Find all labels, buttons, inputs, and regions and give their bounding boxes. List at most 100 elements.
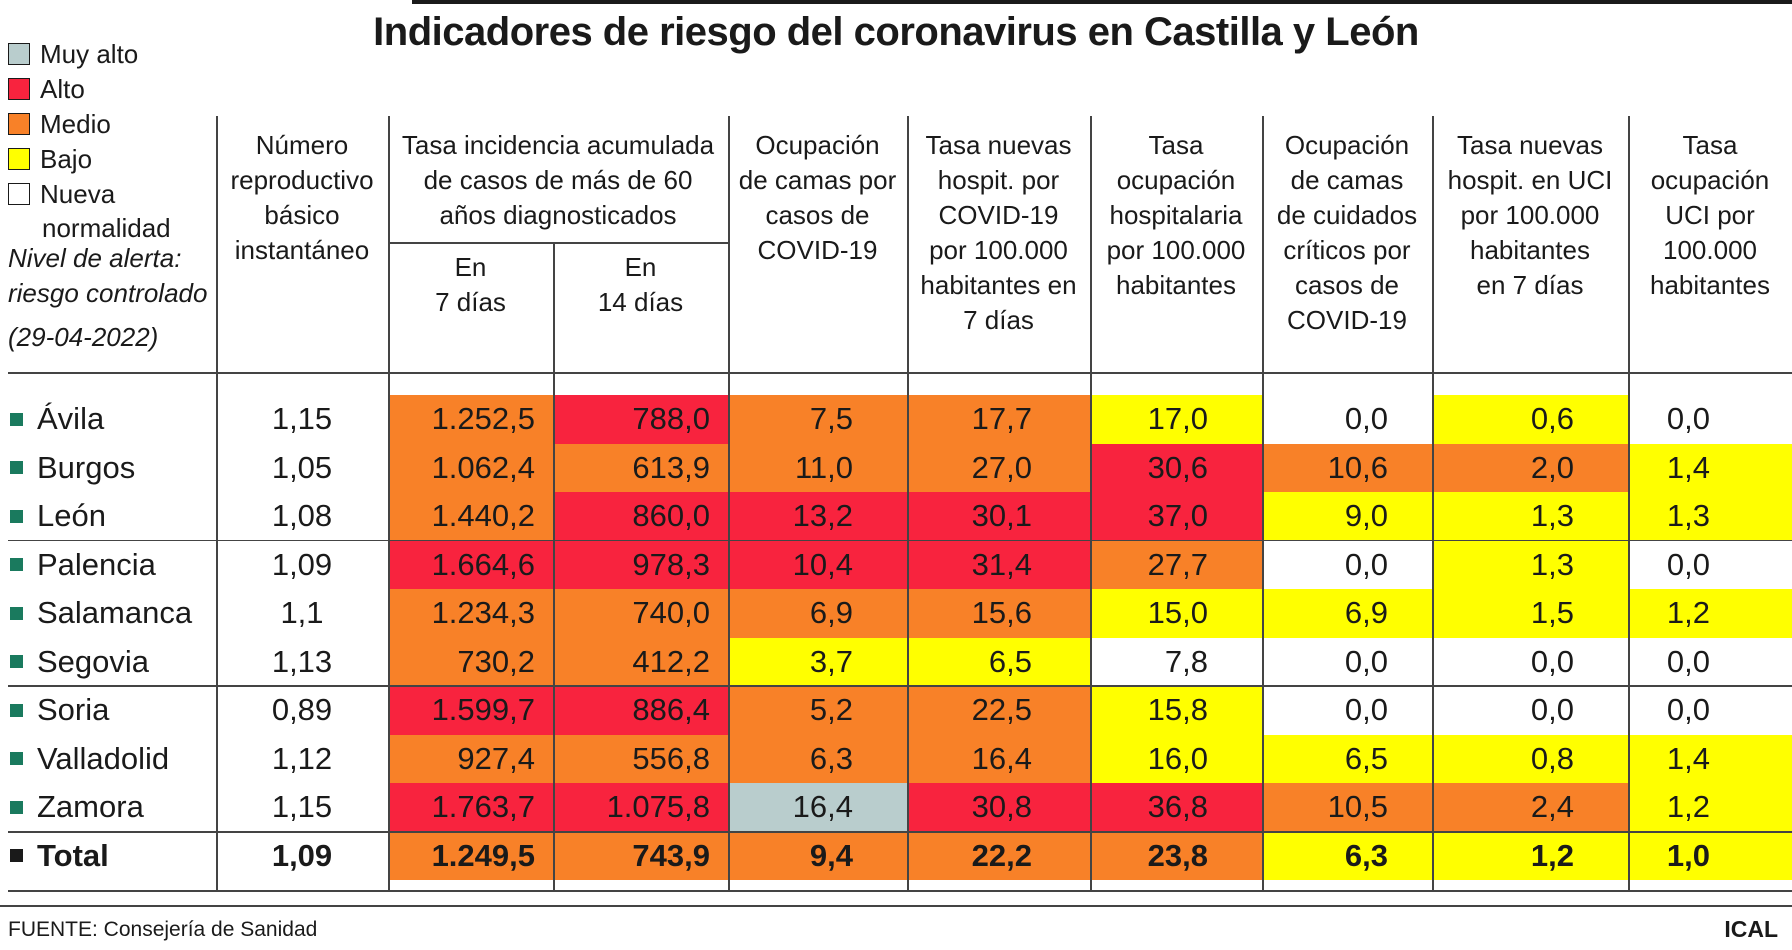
table-cell: 1,0	[1628, 831, 1792, 880]
source-note: FUENTE: Consejería de Sanidad	[8, 918, 318, 941]
table-cell: 5,2	[728, 686, 907, 735]
table-cell: 0,0	[1628, 686, 1792, 735]
brand-logo: ICAL	[1724, 916, 1778, 942]
alert-label: Nivel de alerta:	[8, 243, 182, 273]
legend-label: Muy alto	[40, 38, 139, 69]
header-new-hospitalizations: Tasa nuevas hospit. por COVID-19 por 100.00…	[920, 130, 1077, 335]
legend-item-bajo: Bajo	[8, 141, 171, 176]
group-rule	[8, 685, 1792, 687]
row-bullet-icon	[10, 800, 23, 814]
row-bullet-icon	[10, 461, 23, 474]
table-cell: 1,1	[280, 595, 324, 630]
legend-label: Medio	[40, 108, 111, 139]
total-rule	[8, 830, 1792, 833]
table-cell: 0,0	[1262, 395, 1432, 444]
table-cell: 2,0	[1432, 443, 1628, 492]
column-divider	[388, 116, 390, 890]
table-cell: 1,4	[1628, 443, 1792, 492]
table-cell: 1,3	[1432, 540, 1628, 589]
table-cell: 0,0	[1262, 637, 1432, 686]
table-cell: 31,4	[907, 540, 1090, 589]
table-cell: 0,0	[1432, 637, 1628, 686]
header-new-icu-admissions: Tasa nuevas hospit. en UCI por 100.000 habi…	[1447, 130, 1613, 300]
row-bullet-icon	[10, 606, 23, 620]
table-cell: 412,2	[553, 637, 728, 686]
province-label: Segovia	[10, 638, 149, 686]
alert-level: Nivel de alerta: riesgo controlado (29-0…	[8, 241, 207, 355]
legend-swatch	[8, 112, 30, 135]
province-label: Total	[10, 832, 109, 880]
table-cell: 1,09	[271, 837, 333, 873]
chart-title: Indicadores de riesgo del coronavirus en…	[373, 10, 1419, 54]
column-divider	[216, 116, 218, 890]
header-icu-bed-occupancy: Ocupación de camas de cuidados críticos por…	[1276, 130, 1418, 335]
row-bullet-icon	[10, 509, 23, 523]
row-bullet-icon	[10, 752, 23, 765]
legend-item-alto: Alto	[8, 71, 171, 106]
table-cell: 2,4	[1432, 783, 1628, 832]
legend-label: Alto	[40, 73, 85, 104]
province-name: Zamora	[37, 789, 144, 824]
table-cell: 1,4	[1628, 734, 1792, 783]
table-cell: 1,09	[271, 546, 333, 582]
row-bullet-icon	[10, 703, 23, 717]
table-cell: 27,0	[907, 443, 1090, 492]
table-cell: 556,8	[553, 734, 728, 783]
table-cell: 1.062,4	[388, 443, 553, 492]
province-name: Salamanca	[37, 595, 193, 630]
table-cell: 613,9	[553, 443, 728, 492]
legend-item-medio: Medio	[8, 106, 171, 141]
province-label: Valladolid	[10, 735, 169, 783]
column-divider	[1432, 116, 1434, 890]
province-label: León	[10, 492, 106, 540]
table-cell: 0,0	[1628, 637, 1792, 686]
table-cell: 30,8	[907, 783, 1090, 832]
table-cell: 1,15	[271, 789, 333, 824]
legend-label: Nueva	[40, 178, 116, 209]
table-cell: 30,6	[1090, 443, 1262, 492]
row-bullet-icon	[10, 558, 23, 571]
table-cell: 10,5	[1262, 783, 1432, 832]
table-cell: 11,0	[728, 443, 907, 492]
column-divider	[553, 242, 555, 890]
table-cell: 1,2	[1628, 589, 1792, 638]
province-label: Palencia	[10, 541, 156, 589]
table-cell: 0,6	[1432, 395, 1628, 444]
table-cell: 10,4	[728, 540, 907, 589]
table-cell: 1.252,5	[388, 395, 553, 444]
header-incidence-group: Tasa incidencia acumulada de casos de más…	[401, 130, 715, 230]
report-date: (29-04-2022)	[8, 322, 159, 352]
province-label: Burgos	[10, 444, 135, 492]
province-name: Palencia	[37, 546, 156, 582]
table-cell: 1.763,7	[388, 783, 553, 832]
table-cell: 13,2	[728, 492, 907, 541]
province-name: Segovia	[37, 643, 150, 679]
table-cell: 30,1	[907, 492, 1090, 541]
legend-swatch	[8, 42, 30, 65]
province-name: Ávila	[37, 401, 105, 436]
table-cell: 978,3	[553, 540, 728, 589]
column-divider	[1090, 116, 1092, 890]
table-cell: 3,7	[728, 637, 907, 686]
row-bullet-icon	[10, 849, 23, 862]
header-hospital-occupancy-rate: Tasa ocupación hospitalaria por 100.000 habi…	[1106, 130, 1246, 300]
header-reproductive-number: Número reproductivo básico instantáneo	[230, 130, 374, 265]
table-cell: 730,2	[388, 637, 553, 686]
table-cell: 22,2	[907, 831, 1090, 880]
table-cell: 17,7	[907, 395, 1090, 444]
table-cell: 0,0	[1262, 540, 1432, 589]
row-bullet-icon	[10, 412, 23, 426]
legend-item-nueva: Nueva	[8, 176, 171, 211]
alert-value: riesgo controlado	[8, 278, 208, 308]
table-cell: 1,15	[271, 401, 333, 436]
table-cell: 1,08	[271, 498, 333, 533]
header-rule	[8, 372, 1792, 374]
table-cell: 15,6	[907, 589, 1090, 638]
table-cell: 1.664,6	[388, 540, 553, 589]
table-cell: 927,4	[388, 734, 553, 783]
table-cell: 0,8	[1432, 734, 1628, 783]
table-cell: 1,3	[1628, 492, 1792, 541]
table-cell: 0,89	[271, 692, 333, 727]
legend-label: Bajo	[40, 143, 93, 174]
header-incidence-7-days: En 7 días	[435, 252, 506, 317]
